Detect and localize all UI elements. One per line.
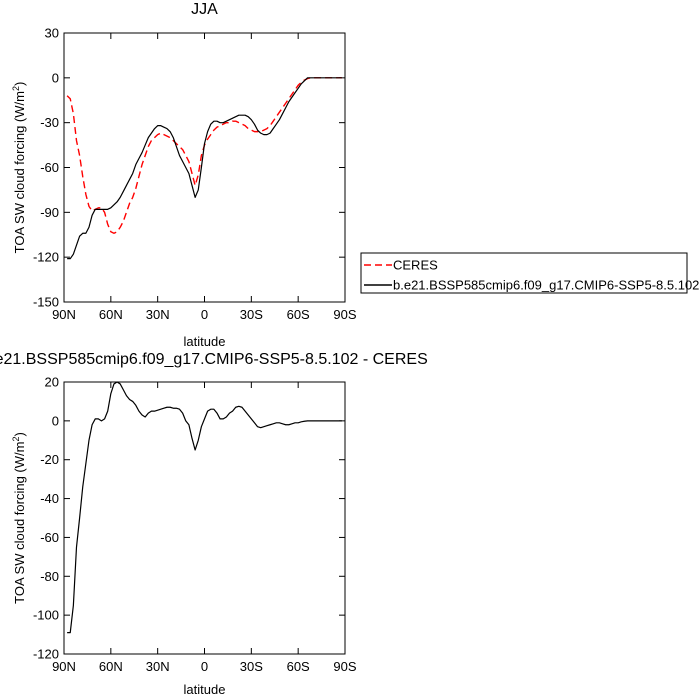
y-tick-label: -120 (33, 250, 59, 265)
x-axis-label: latitude (184, 334, 226, 349)
y-tick-label: 0 (52, 413, 59, 428)
plot-frame (63, 381, 346, 655)
legend-entry: CERES (393, 258, 438, 273)
x-tick-label: 30N (146, 307, 170, 322)
y-tick-label: 0 (52, 70, 59, 85)
x-tick-label: 30S (240, 307, 263, 322)
x-axis-label: latitude (184, 682, 226, 697)
y-axis-label: TOA SW cloud forcing (W/m2) (11, 432, 27, 604)
plot-frame (63, 32, 346, 303)
legend-box (360, 252, 688, 294)
y-axis-label: TOA SW cloud forcing (W/m2) (11, 82, 27, 254)
y-tick-label: -60 (40, 160, 59, 175)
y-tick-label: -40 (40, 491, 59, 506)
x-tick-label: 60N (99, 659, 123, 674)
y-tick-label: 20 (45, 375, 59, 390)
x-tick-label: 60S (287, 659, 310, 674)
upper-plot: JJA 90N 60N 30N 0 30S 60S 90S -150 -120 -90 -60 -30 0… (11, 1, 357, 349)
legend-entry: b.e21.BSSP585cmip6.f09_g17.CMIP6-SSP5-8.… (393, 278, 699, 293)
y-axis-label-exponent: 2 (11, 437, 21, 442)
y-tick-label: -30 (40, 115, 59, 130)
x-tick-label: 0 (201, 659, 208, 674)
y-axis-label-main: TOA SW cloud forcing (W/m (12, 442, 27, 604)
series-line-model (67, 77, 342, 260)
y-axis-label-exponent: 2 (11, 86, 21, 91)
y-tick-label: -90 (40, 205, 59, 220)
x-tick-label: 90N (52, 307, 76, 322)
x-tick-label: 90N (52, 659, 76, 674)
x-tick-label: 30S (240, 659, 263, 674)
y-tick-label: -100 (33, 608, 59, 623)
series-line-ceres (66, 77, 342, 234)
x-tick-label: 90S (333, 307, 356, 322)
x-tick-label: 60N (99, 307, 123, 322)
y-tick-label: -20 (40, 452, 59, 467)
x-tick-label: 90S (333, 659, 356, 674)
x-tick-label: 60S (287, 307, 310, 322)
chart-title: JJA (191, 1, 218, 18)
y-tick-label: 30 (45, 26, 59, 41)
x-tick-label: 0 (201, 307, 208, 322)
y-axis-label-main: TOA SW cloud forcing (W/m (12, 91, 27, 253)
difference-plot: b.e21.BSSP585cmip6.f09_g17.CMIP6-SSP5-8.… (0, 351, 428, 697)
chart-title: b.e21.BSSP585cmip6.f09_g17.CMIP6-SSP5-8.… (0, 351, 428, 368)
y-tick-label: -60 (40, 530, 59, 545)
y-tick-label: -150 (33, 295, 59, 310)
y-axis-label-end: ) (12, 82, 27, 86)
legend: CERES b.e21.BSSP585cmip6.f09_g17.CMIP6-SS… (360, 252, 699, 294)
series-line-difference (67, 381, 342, 634)
y-tick-label: -80 (40, 569, 59, 584)
y-axis-label-end: ) (12, 432, 27, 436)
y-tick-label: -120 (33, 647, 59, 662)
x-tick-label: 30N (146, 659, 170, 674)
